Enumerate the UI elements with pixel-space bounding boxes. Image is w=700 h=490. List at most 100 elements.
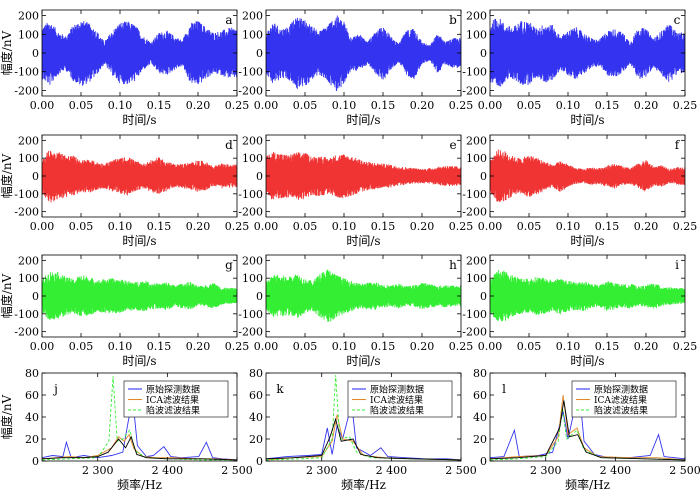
- x-tick-label-g-3: 0.15: [147, 340, 172, 353]
- panel-a: 0.00 0.05 0.10 0.15 0.20 0.25 200 100 0 -100 -200 时…: [0, 9, 250, 127]
- y-tick-label-g-4: -200: [14, 326, 39, 339]
- legend-label-l-0: 原始探测数据: [594, 384, 648, 396]
- x-tick-label-a-5: 0.25: [225, 99, 250, 112]
- x-tick-label-d-2: 0.10: [108, 220, 133, 233]
- panel-d: 0.00 0.05 0.10 0.15 0.20 0.25 200 100 0 -100 -200 时…: [0, 134, 249, 248]
- signal-trace-i: [490, 269, 685, 322]
- x-tick-label-j-2: 2 500: [221, 464, 253, 477]
- panel-letter-g: g: [225, 258, 233, 272]
- signal-trace-e: [266, 151, 461, 200]
- legend-label-j-2: 陷波滤波结果: [146, 405, 200, 417]
- x-axis-label-a: 时间/s: [122, 113, 156, 127]
- y-tick-label-a-0: 200: [18, 10, 39, 23]
- panel-letter-j: j: [52, 382, 58, 396]
- legend-label-j-1: ICA滤波结果: [146, 394, 199, 406]
- panel-letter-a: a: [225, 13, 232, 27]
- x-tick-label-a-3: 0.15: [147, 99, 172, 112]
- x-tick-label-g-4: 0.20: [186, 340, 211, 353]
- y-tick-label-l-1: 60: [473, 389, 487, 402]
- y-tick-label-a-4: -200: [14, 84, 39, 97]
- y-tick-label-f-4: -200: [462, 206, 487, 219]
- y-axis-label-j: 幅度/nV: [0, 394, 14, 439]
- x-tick-label-a-0: 0.00: [30, 99, 55, 112]
- y-tick-label-f-3: -100: [462, 188, 487, 201]
- y-tick-label-d-2: 0: [32, 170, 39, 183]
- signal-trace-d: [42, 150, 237, 203]
- x-tick-label-d-0: 0.00: [30, 220, 55, 233]
- y-tick-label-j-1: 60: [25, 389, 39, 402]
- y-tick-label-l-2: 40: [473, 411, 487, 424]
- y-tick-label-f-1: 100: [466, 152, 487, 165]
- x-tick-label-i-2: 0.10: [556, 340, 581, 353]
- y-tick-label-l-4: 0: [480, 455, 487, 468]
- x-tick-label-h-4: 0.20: [410, 340, 435, 353]
- y-tick-label-h-4: -200: [238, 326, 263, 339]
- y-tick-label-i-2: 0: [480, 290, 487, 303]
- x-tick-label-c-2: 0.10: [556, 99, 581, 112]
- spectrum-line-k-3: [266, 417, 461, 461]
- x-tick-label-i-3: 0.15: [595, 340, 620, 353]
- x-tick-label-h-5: 0.25: [449, 340, 474, 353]
- y-tick-label-b-4: -200: [238, 84, 263, 97]
- y-tick-label-b-1: 100: [242, 28, 263, 41]
- x-tick-label-b-0: 0.00: [254, 99, 279, 112]
- panel-letter-c: c: [674, 13, 681, 27]
- signal-trace-c: [490, 18, 685, 87]
- x-tick-label-b-4: 0.20: [410, 99, 435, 112]
- x-tick-label-f-3: 0.15: [595, 220, 620, 233]
- x-tick-label-d-4: 0.20: [186, 220, 211, 233]
- x-tick-label-e-1: 0.05: [293, 220, 318, 233]
- panel-letter-f: f: [675, 138, 681, 152]
- x-tick-label-f-0: 0.00: [478, 220, 503, 233]
- x-tick-label-c-3: 0.15: [595, 99, 620, 112]
- panel-f: 0.00 0.05 0.10 0.15 0.20 0.25 200 100 0 -100 -200 时…: [462, 134, 697, 248]
- y-tick-label-l-0: 80: [473, 367, 487, 380]
- y-tick-label-k-2: 40: [249, 411, 263, 424]
- x-tick-label-g-1: 0.05: [69, 340, 94, 353]
- x-tick-label-k-0: 2 300: [306, 464, 338, 477]
- y-tick-label-j-0: 80: [25, 367, 39, 380]
- panel-letter-e: e: [449, 138, 456, 152]
- x-tick-label-c-5: 0.25: [673, 99, 698, 112]
- y-tick-label-e-0: 200: [242, 134, 263, 147]
- panel-c: 0.00 0.05 0.10 0.15 0.20 0.25 200 100 0 -100 -200 时…: [462, 9, 698, 127]
- y-tick-label-d-4: -200: [14, 206, 39, 219]
- panel-letter-k: k: [276, 382, 284, 396]
- x-tick-label-i-4: 0.20: [634, 340, 659, 353]
- y-tick-label-k-4: 0: [256, 455, 263, 468]
- panel-e: 0.00 0.05 0.10 0.15 0.20 0.25 200 100 0 -100 -200 时…: [238, 134, 473, 248]
- legend-label-j-0: 原始探测数据: [146, 384, 200, 396]
- x-tick-label-g-2: 0.10: [108, 340, 133, 353]
- x-axis-label-j: 频率/Hz: [117, 477, 162, 490]
- signal-trace-h: [266, 269, 461, 322]
- x-tick-label-g-5: 0.25: [225, 340, 250, 353]
- x-tick-label-b-2: 0.10: [332, 99, 357, 112]
- y-tick-label-i-4: -200: [462, 326, 487, 339]
- x-tick-label-k-1: 2 400: [376, 464, 408, 477]
- y-tick-label-f-0: 200: [466, 134, 487, 147]
- x-tick-label-a-1: 0.05: [69, 99, 94, 112]
- x-axis-label-e: 时间/s: [346, 234, 380, 248]
- legend-label-k-1: ICA滤波结果: [370, 394, 423, 406]
- y-tick-label-j-4: 0: [32, 455, 39, 468]
- x-tick-label-h-2: 0.10: [332, 340, 357, 353]
- y-tick-label-h-0: 200: [242, 254, 263, 267]
- y-tick-label-k-0: 80: [249, 367, 263, 380]
- panel-letter-l: l: [502, 382, 506, 396]
- x-tick-label-c-4: 0.20: [634, 99, 659, 112]
- panel-i: 0.00 0.05 0.10 0.15 0.20 0.25 200 100 0 -100 -200 时…: [462, 254, 697, 368]
- x-tick-label-f-4: 0.20: [634, 220, 659, 233]
- x-tick-label-b-5: 0.25: [449, 99, 474, 112]
- legend-label-k-0: 原始探测数据: [370, 384, 424, 396]
- y-tick-label-h-3: -100: [238, 308, 263, 321]
- spectrum-line-k-2: [266, 375, 461, 461]
- signal-trace-g: [42, 272, 237, 321]
- panel-letter-b: b: [449, 13, 457, 27]
- signal-trace-b: [266, 15, 461, 91]
- legend-label-l-2: 陷波滤波结果: [594, 405, 648, 417]
- y-tick-label-c-4: -200: [462, 84, 487, 97]
- y-tick-label-d-1: 100: [18, 152, 39, 165]
- x-axis-label-l: 频率/Hz: [565, 477, 610, 490]
